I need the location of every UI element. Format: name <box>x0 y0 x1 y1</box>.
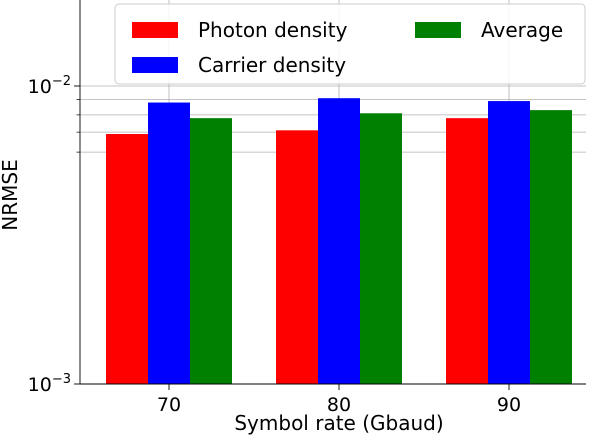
legend-swatch <box>132 22 178 38</box>
y-tick-label: 10−3 <box>28 372 71 396</box>
legend-label: Carrier density <box>198 53 346 77</box>
x-tick-label: 70 <box>157 394 181 416</box>
y-tick-labels: 10−3 10−2 <box>28 74 80 396</box>
x-tick-label: 80 <box>327 394 351 416</box>
legend-label: Photon density <box>198 18 348 42</box>
y-tick-label: 10−2 <box>28 74 71 98</box>
legend: Photon density Carrier density Average <box>114 3 586 85</box>
legend-frame <box>114 3 586 85</box>
x-axis-label: Symbol rate (Gbaud) <box>234 411 443 435</box>
axes <box>79 0 586 385</box>
bar <box>318 98 360 385</box>
bar <box>446 118 488 384</box>
legend-label: Average <box>481 18 563 42</box>
y-axis-label: NRMSE <box>0 159 22 230</box>
bar <box>106 134 148 384</box>
legend-swatch <box>132 57 178 73</box>
x-tick-labels: 70 80 90 <box>157 384 521 416</box>
x-tick-label: 90 <box>497 394 521 416</box>
bar <box>530 110 572 384</box>
bar <box>190 118 232 384</box>
legend-swatch <box>415 22 461 38</box>
bar <box>276 130 318 384</box>
bar <box>148 102 190 385</box>
bars <box>106 98 572 385</box>
bar <box>488 101 530 384</box>
bar <box>360 113 402 385</box>
